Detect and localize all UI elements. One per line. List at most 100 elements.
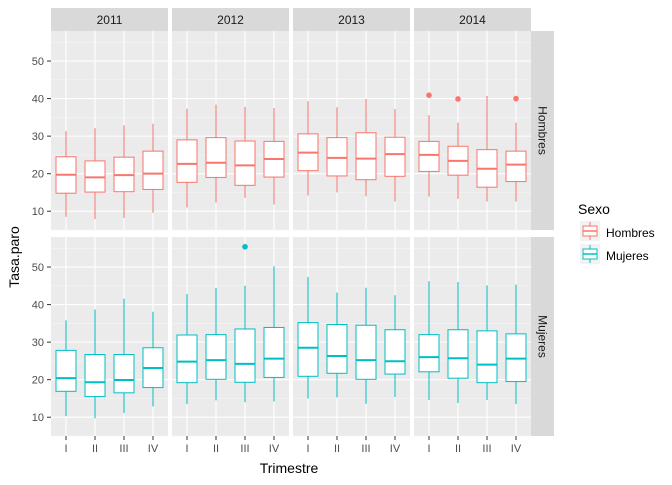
panel-2012-hombres xyxy=(172,31,289,231)
strip-label-2011: 2011 xyxy=(97,13,123,27)
x-tick-label: III xyxy=(482,443,491,455)
panel-2011-hombres xyxy=(51,31,168,231)
x-tick-label: II xyxy=(334,443,340,455)
box-hombres-2012-I xyxy=(176,108,198,208)
strip-hombres xyxy=(531,31,554,230)
x-tick-label: IV xyxy=(390,443,401,455)
panel-2011-mujeres xyxy=(51,237,168,437)
box-hombres-2012-III xyxy=(234,106,256,198)
strip-label-mujeres: Mujeres xyxy=(536,315,550,358)
x-tick-label: III xyxy=(240,443,249,455)
x-axis-title: Trimestre xyxy=(260,460,319,476)
legend-title: Sexo xyxy=(578,201,610,217)
y-tick-label: 40 xyxy=(32,300,44,312)
y-tick-label: 10 xyxy=(32,412,44,424)
x-tick-label: II xyxy=(455,443,461,455)
box-hombres-2011-III xyxy=(113,125,135,218)
box-body xyxy=(447,329,469,379)
x-tick-label: IV xyxy=(511,443,522,455)
box-body xyxy=(384,329,406,375)
box-hombres-2012-II xyxy=(205,104,227,203)
box-mujeres-2014-III xyxy=(476,285,498,400)
box-body xyxy=(384,136,406,177)
panel-background xyxy=(293,31,410,230)
panel-background xyxy=(414,31,531,230)
strip-label-2013: 2013 xyxy=(338,13,365,27)
box-hombres-2014-I xyxy=(418,92,440,197)
y-tick-label: 10 xyxy=(32,206,44,218)
x-tick-label: IV xyxy=(148,443,159,455)
strip-label-2012: 2012 xyxy=(217,13,244,27)
outlier-point xyxy=(242,243,248,250)
box-hombres-2011-I xyxy=(55,131,77,217)
box-hombres-2013-I xyxy=(297,101,319,196)
box-hombres-2011-IV xyxy=(142,123,164,213)
box-body xyxy=(418,140,440,172)
box-hombres-2012-IV xyxy=(263,107,285,205)
x-tick-label: I xyxy=(427,443,430,455)
panel-2013-mujeres xyxy=(293,237,410,437)
strip-2012 xyxy=(172,8,289,31)
box-body xyxy=(505,150,527,183)
x-tick-label: I xyxy=(306,443,309,455)
box-body xyxy=(476,330,498,384)
panel-2013-hombres xyxy=(293,31,410,231)
panel-2012-mujeres xyxy=(172,237,289,437)
box-mujeres-2011-IV xyxy=(142,311,164,407)
box-mujeres-2011-II xyxy=(84,309,106,419)
box-mujeres-2012-IV xyxy=(263,266,285,402)
legend: Sexo Hombres Mujeres xyxy=(578,201,655,264)
box-body xyxy=(355,132,377,181)
y-tick-label: 50 xyxy=(32,262,44,274)
box-hombres-2011-II xyxy=(84,128,106,220)
box-mujeres-2012-III xyxy=(234,243,256,403)
box-mujeres-2011-III xyxy=(113,298,135,414)
box-body xyxy=(113,354,135,394)
box-body xyxy=(418,334,440,373)
x-tick-label: II xyxy=(213,443,219,455)
strip-mujeres xyxy=(531,237,554,436)
y-tick-label: 20 xyxy=(32,169,44,181)
box-hombres-2014-IV xyxy=(505,95,527,202)
box-body xyxy=(326,323,348,374)
y-tick-label: 50 xyxy=(32,56,44,68)
legend-key-mujeres xyxy=(580,244,600,264)
legend-label-hombres: Hombres xyxy=(606,226,655,240)
panel-background xyxy=(51,31,168,230)
y-axis-title: Tasa.paro xyxy=(6,226,22,288)
box-body xyxy=(84,354,106,398)
box-mujeres-2013-I xyxy=(297,277,319,399)
panel-2014-mujeres xyxy=(414,237,531,437)
x-tick-label: I xyxy=(185,443,188,455)
box-body xyxy=(234,328,256,383)
box-body xyxy=(297,322,319,377)
panel-background xyxy=(172,31,289,230)
strip-2014 xyxy=(414,8,531,31)
y-tick-label: 30 xyxy=(32,131,44,143)
box-mujeres-2011-I xyxy=(55,320,77,417)
outlier-point xyxy=(513,95,519,102)
box-body xyxy=(55,349,77,392)
box-mujeres-2014-II xyxy=(447,282,469,403)
outlier-point xyxy=(426,92,432,99)
box-hombres-2013-III xyxy=(355,98,377,197)
y-tick-label: 30 xyxy=(32,337,44,349)
box-mujeres-2013-IV xyxy=(384,295,406,397)
outlier-point xyxy=(455,96,461,102)
x-tick-label: III xyxy=(361,443,370,455)
y-tick-label: 20 xyxy=(32,375,44,387)
strip-label-hombres: Hombres xyxy=(536,106,550,155)
x-tick-label: II xyxy=(92,443,98,455)
box-body xyxy=(326,137,348,177)
panel-background xyxy=(51,237,168,436)
panel-2014-hombres xyxy=(414,31,531,231)
box-body xyxy=(176,139,198,183)
box-body xyxy=(205,137,227,178)
box-hombres-2014-II xyxy=(447,96,469,199)
box-mujeres-2014-IV xyxy=(505,284,527,405)
box-body xyxy=(355,324,377,380)
box-mujeres-2012-II xyxy=(205,288,227,401)
